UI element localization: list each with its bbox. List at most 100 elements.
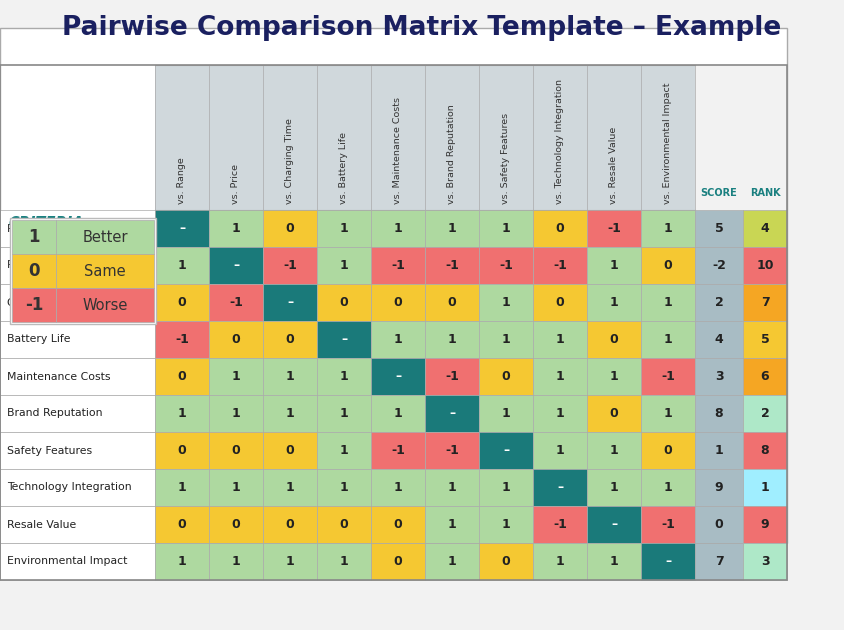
Text: 1: 1 [231, 481, 241, 494]
Bar [695, 247, 743, 284]
Text: 0: 0 [339, 296, 349, 309]
Text: -1: -1 [229, 296, 243, 309]
Text: vs. Battery Life: vs. Battery Life [339, 132, 349, 204]
Text: 0: 0 [393, 296, 403, 309]
Text: 9: 9 [760, 518, 770, 531]
Bar [587, 432, 641, 469]
Bar [0, 469, 155, 506]
Bar [695, 395, 743, 432]
Text: 1: 1 [501, 296, 511, 309]
Text: vs. Brand Reputation: vs. Brand Reputation [447, 104, 457, 204]
Bar [641, 210, 695, 247]
Text: 1: 1 [501, 222, 511, 235]
Bar [743, 321, 787, 358]
Bar [641, 395, 695, 432]
Bar [587, 395, 641, 432]
Bar [743, 543, 787, 580]
Bar [533, 432, 587, 469]
Text: Brand Reputation: Brand Reputation [7, 408, 102, 418]
Bar [695, 284, 743, 321]
Text: 0: 0 [28, 262, 40, 280]
Text: vs. Resale Value: vs. Resale Value [609, 127, 619, 204]
Bar [12, 288, 56, 322]
Bar [317, 506, 371, 543]
Text: -1: -1 [445, 444, 459, 457]
Text: -1: -1 [499, 259, 513, 272]
Text: vs. Technology Integration: vs. Technology Integration [555, 79, 565, 204]
Text: 7: 7 [715, 555, 723, 568]
Text: 0: 0 [285, 518, 295, 531]
Text: –: – [179, 222, 185, 235]
Bar [209, 247, 263, 284]
Bar [155, 395, 209, 432]
Text: 1: 1 [393, 407, 403, 420]
Bar [425, 506, 479, 543]
Bar [743, 210, 787, 247]
Bar [479, 506, 533, 543]
Text: 3: 3 [760, 555, 770, 568]
Bar [587, 284, 641, 321]
Bar [56, 220, 154, 254]
Text: 1: 1 [555, 333, 565, 346]
Bar [317, 543, 371, 580]
Bar [0, 284, 155, 321]
Text: 0: 0 [177, 296, 187, 309]
Bar [317, 321, 371, 358]
Bar [695, 506, 743, 543]
Bar [155, 321, 209, 358]
Text: 1: 1 [501, 333, 511, 346]
Text: 1: 1 [231, 222, 241, 235]
Text: 0: 0 [285, 333, 295, 346]
Text: 2: 2 [715, 296, 723, 309]
Text: Technology Integration: Technology Integration [7, 483, 132, 493]
Bar [587, 469, 641, 506]
Text: 0: 0 [715, 518, 723, 531]
Text: 1: 1 [609, 370, 619, 383]
Bar [425, 210, 479, 247]
Bar [587, 506, 641, 543]
Bar [263, 358, 317, 395]
Text: Pairwise Comparison Matrix Template – Example: Pairwise Comparison Matrix Template – Ex… [62, 15, 782, 41]
Text: 1: 1 [231, 555, 241, 568]
Text: 0: 0 [555, 222, 565, 235]
Bar [479, 210, 533, 247]
Text: 0: 0 [285, 222, 295, 235]
Text: 6: 6 [760, 370, 770, 383]
Bar [0, 543, 155, 580]
Bar [425, 432, 479, 469]
Bar [425, 543, 479, 580]
Text: -1: -1 [661, 518, 675, 531]
Text: 1: 1 [760, 481, 770, 494]
Text: 1: 1 [501, 407, 511, 420]
Text: -1: -1 [445, 259, 459, 272]
Bar [0, 506, 155, 543]
Text: Battery Life: Battery Life [7, 335, 71, 345]
Bar [209, 506, 263, 543]
Bar [371, 210, 425, 247]
Text: 1: 1 [609, 259, 619, 272]
Bar [695, 432, 743, 469]
Bar [155, 247, 209, 284]
Text: 1: 1 [339, 555, 349, 568]
Text: –: – [287, 296, 293, 309]
Text: 1: 1 [501, 518, 511, 531]
Text: 1: 1 [285, 407, 295, 420]
Bar [371, 247, 425, 284]
Text: 1: 1 [447, 518, 457, 531]
Text: 1: 1 [663, 296, 673, 309]
Bar [155, 284, 209, 321]
Bar [263, 247, 317, 284]
Bar [695, 65, 743, 210]
Text: 0: 0 [609, 333, 619, 346]
Bar [641, 321, 695, 358]
Text: 0: 0 [231, 333, 241, 346]
Bar [533, 247, 587, 284]
Text: -1: -1 [661, 370, 675, 383]
Bar [743, 358, 787, 395]
Text: 1: 1 [339, 481, 349, 494]
Bar [695, 321, 743, 358]
Text: 0: 0 [447, 296, 457, 309]
Bar [533, 358, 587, 395]
Text: 1: 1 [339, 444, 349, 457]
Bar [587, 247, 641, 284]
